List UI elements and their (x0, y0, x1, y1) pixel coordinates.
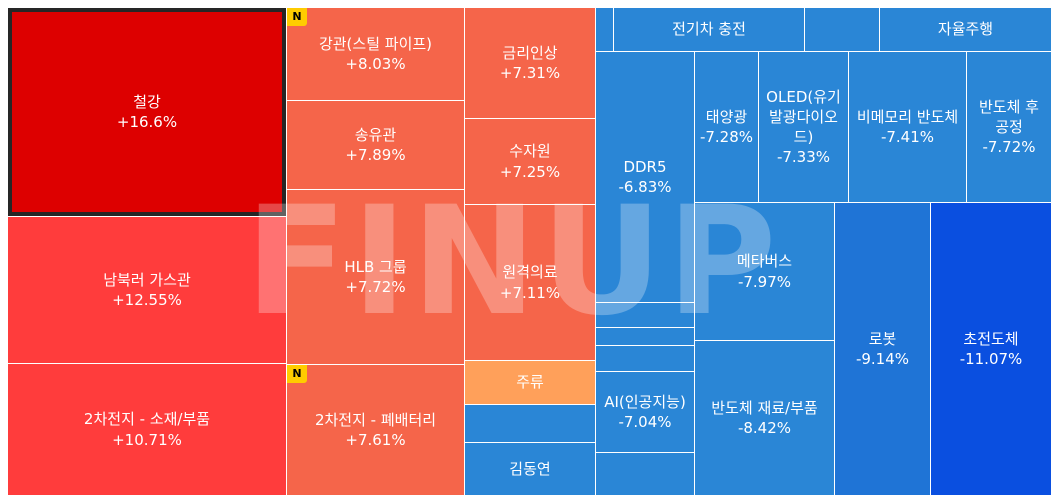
new-badge: N (287, 365, 307, 383)
cell-label: 반도체 후공정 (979, 97, 1039, 136)
cell-label: 주류 (516, 373, 544, 392)
treemap-cell-blank-23[interactable] (596, 328, 694, 345)
cell-label: 자율주행 (937, 20, 994, 39)
cell-label: 원격의료 (502, 263, 558, 282)
treemap-cell-금리인상[interactable]: 금리인상 +7.31% (465, 8, 595, 118)
cell-label: AI(인공지능) (604, 392, 686, 411)
treemap-cell-2차전지-폐배터리[interactable]: 2차전지 - 폐배터리 +7.61% N (287, 365, 464, 495)
cell-value: -7.04% (618, 413, 672, 431)
treemap-cell-주류[interactable]: 주류 (465, 361, 595, 404)
cell-label: 태양광 (705, 107, 748, 126)
cell-value: -9.14% (855, 350, 910, 368)
treemap-cell-blank-15[interactable] (805, 8, 879, 51)
treemap-cell-blank-13[interactable] (596, 8, 613, 51)
cell-label: OLED(유기발광다이오드) (766, 87, 841, 147)
cell-label: DDR5 (623, 157, 667, 176)
cell-label: HLB 그룹 (344, 257, 407, 276)
cell-value: +7.89% (345, 146, 406, 164)
cell-value: +10.71% (112, 430, 182, 449)
cell-value: +7.11% (499, 283, 561, 302)
treemap-cell-blank-26[interactable] (596, 453, 694, 495)
cell-value: -7.33% (776, 148, 831, 167)
cell-label: 남북러 가스관 (103, 270, 191, 289)
cell-value: -7.41% (880, 128, 935, 146)
cell-label: 로봇 (868, 329, 897, 348)
treemap-cell-철강[interactable]: 철강 +16.6% (8, 8, 286, 216)
treemap-cell-OLED-유기발광다이오드[interactable]: OLED(유기발광다이오드) -7.33% (759, 52, 848, 202)
treemap-cell-태양광[interactable]: 태양광 -7.28% (695, 52, 758, 202)
cell-label: 초전도체 (963, 329, 1019, 348)
cell-value: -7.97% (737, 272, 792, 291)
cell-label: 전기차 충전 (672, 20, 746, 39)
cell-value: +7.31% (499, 64, 561, 82)
cell-value: -7.72% (982, 138, 1036, 157)
cell-value: -11.07% (959, 350, 1023, 368)
treemap-cell-메타버스[interactable]: 메타버스 -7.97% (695, 203, 834, 340)
treemap-cell-반도체-후공정[interactable]: 반도체 후공정 -7.72% (967, 52, 1051, 202)
cell-value: +7.72% (345, 278, 406, 296)
treemap-cell-DDR5[interactable]: DDR5 -6.83% (596, 52, 694, 302)
treemap-cell-강관-스틸-파이프[interactable]: 강관(스틸 파이프) +8.03% N (287, 8, 464, 100)
treemap-cell-수자원[interactable]: 수자원 +7.25% (465, 119, 595, 204)
cell-label: 송유관 (354, 125, 397, 144)
cell-label: 금리인상 (502, 43, 558, 62)
cell-label: 철강 (133, 92, 161, 111)
treemap-cell-AI-인공지능[interactable]: AI(인공지능) -7.04% (596, 372, 694, 452)
treemap-cell-2차전지-소재-부품[interactable]: 2차전지 - 소재/부품 +10.71% (8, 364, 286, 495)
new-badge: N (287, 8, 307, 26)
cell-value: +16.6% (116, 113, 178, 131)
cell-label: 김동연 (509, 459, 551, 478)
cell-value: +8.03% (345, 55, 406, 73)
treemap-cell-HLB-그룹[interactable]: HLB 그룹 +7.72% (287, 190, 464, 364)
treemap-cell-반도체-재료-부품[interactable]: 반도체 재료/부품 -8.42% (695, 341, 834, 495)
cell-value: +7.61% (345, 431, 406, 449)
cell-label: 2차전지 - 소재/부품 (83, 410, 211, 429)
cell-label: 메타버스 (736, 252, 793, 271)
cell-label: 비메모리 반도체 (856, 107, 959, 126)
cell-label: 2차전지 - 폐배터리 (314, 410, 437, 429)
cell-value: +12.55% (112, 291, 182, 309)
treemap-cell-자율주행[interactable]: 자율주행 (880, 8, 1051, 51)
treemap-cell-초전도체[interactable]: 초전도체 -11.07% (931, 203, 1051, 495)
treemap-cell-원격의료[interactable]: 원격의료 +7.11% (465, 205, 595, 360)
cell-value: +7.25% (499, 162, 561, 181)
treemap-cell-blank-22[interactable] (596, 303, 694, 327)
treemap-cell-비메모리-반도체[interactable]: 비메모리 반도체 -7.41% (849, 52, 966, 202)
cell-value: -7.28% (699, 128, 754, 146)
cell-value: -8.42% (737, 419, 792, 437)
treemap-cell-blank-24[interactable] (596, 346, 694, 371)
cell-value: -6.83% (618, 178, 672, 196)
cell-label: 수자원 (509, 142, 551, 161)
treemap-cell-전기차-충전[interactable]: 전기차 충전 (614, 8, 804, 51)
treemap-cell-blank-9[interactable] (465, 405, 595, 442)
treemap-cell-김동연[interactable]: 김동연 (465, 443, 595, 495)
treemap-cell-송유관[interactable]: 송유관 +7.89% (287, 101, 464, 189)
cell-label: 강관(스틸 파이프) (318, 34, 433, 53)
treemap-cell-남북러-가스관[interactable]: 남북러 가스관 +12.55% (8, 217, 286, 363)
cell-label: 반도체 재료/부품 (711, 398, 818, 417)
treemap-cell-로봇[interactable]: 로봇 -9.14% (835, 203, 930, 495)
